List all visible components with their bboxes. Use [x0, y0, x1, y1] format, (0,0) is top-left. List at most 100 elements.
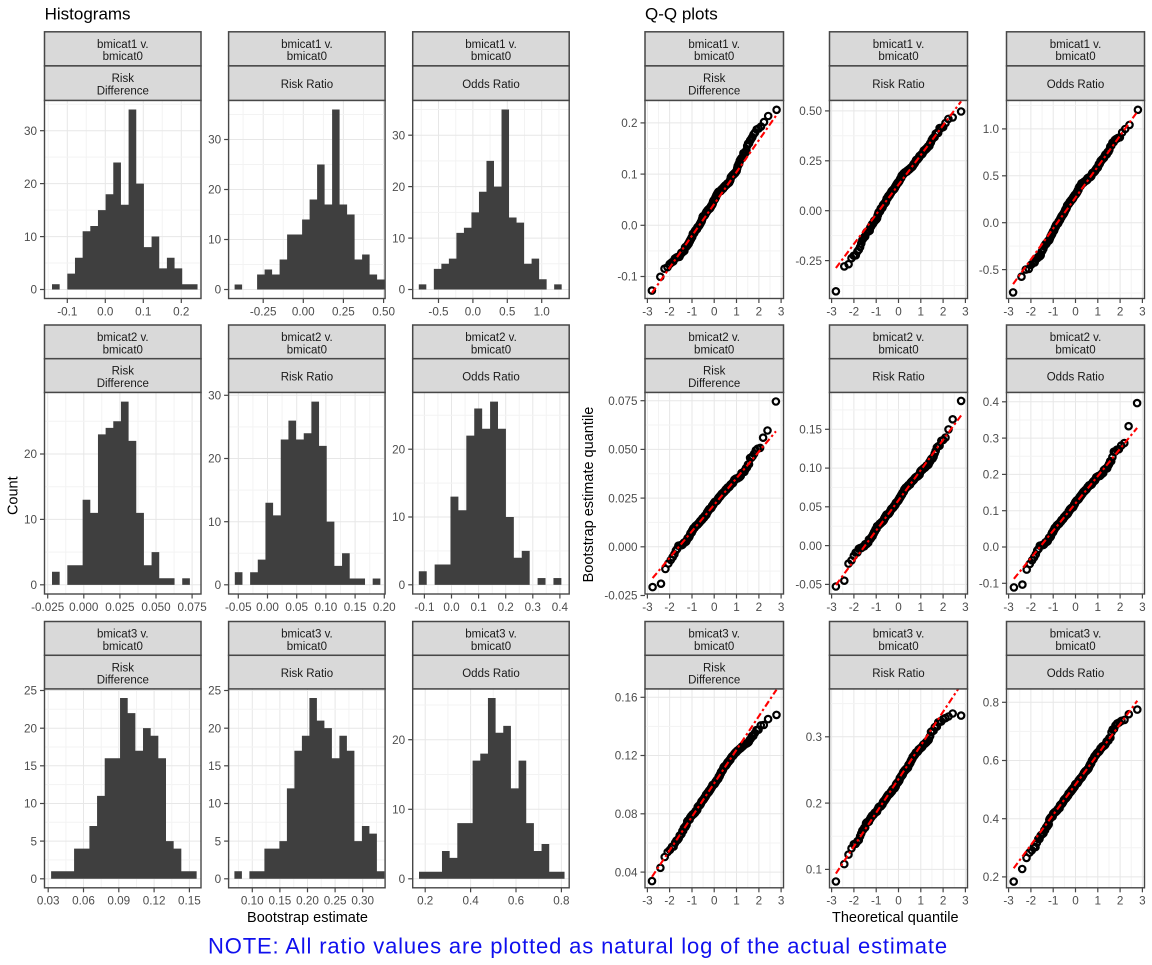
svg-text:-0.1: -0.1 — [979, 578, 999, 591]
svg-text:0.2: 0.2 — [983, 871, 999, 884]
svg-text:1: 1 — [918, 895, 925, 908]
svg-text:0.025: 0.025 — [105, 601, 135, 614]
svg-text:0.0: 0.0 — [443, 601, 460, 614]
svg-text:Risk Ratio: Risk Ratio — [872, 79, 924, 91]
svg-text:0.0: 0.0 — [983, 217, 1000, 230]
svg-text:0.050: 0.050 — [608, 444, 638, 457]
svg-text:bmicat0: bmicat0 — [471, 51, 511, 63]
svg-text:10: 10 — [208, 798, 222, 811]
svg-text:-1: -1 — [871, 305, 881, 318]
svg-text:0.15: 0.15 — [344, 601, 367, 614]
svg-text:10: 10 — [208, 234, 222, 247]
svg-text:-3: -3 — [1003, 305, 1013, 318]
svg-text:bmicat3 v.: bmicat3 v. — [1050, 629, 1102, 641]
svg-text:Odds Ratio: Odds Ratio — [1047, 668, 1105, 680]
svg-text:1: 1 — [918, 601, 925, 614]
svg-text:3: 3 — [1139, 601, 1146, 614]
svg-text:-2: -2 — [1026, 895, 1036, 908]
svg-text:0.1: 0.1 — [983, 505, 999, 518]
svg-text:30: 30 — [208, 390, 222, 403]
svg-text:1: 1 — [918, 305, 925, 318]
svg-text:2: 2 — [940, 601, 947, 614]
svg-text:0.5: 0.5 — [983, 170, 1000, 183]
svg-text:bmicat1 v.: bmicat1 v. — [97, 39, 149, 51]
svg-text:bmicat0: bmicat0 — [694, 51, 734, 63]
svg-text:0: 0 — [1072, 601, 1079, 614]
svg-text:bmicat3 v.: bmicat3 v. — [688, 629, 740, 641]
svg-text:0: 0 — [895, 895, 902, 908]
svg-text:2: 2 — [940, 305, 947, 318]
svg-text:0: 0 — [399, 284, 406, 297]
svg-text:20: 20 — [208, 453, 222, 466]
svg-text:bmicat2 v.: bmicat2 v. — [281, 332, 333, 344]
svg-text:bmicat0: bmicat0 — [1055, 344, 1095, 356]
svg-text:bmicat3 v.: bmicat3 v. — [873, 629, 925, 641]
svg-text:Difference: Difference — [688, 675, 740, 687]
svg-text:3: 3 — [962, 601, 969, 614]
svg-text:0.2: 0.2 — [621, 117, 637, 130]
svg-text:bmicat1 v.: bmicat1 v. — [688, 39, 740, 51]
svg-text:3: 3 — [962, 305, 969, 318]
svg-text:-3: -3 — [1003, 895, 1013, 908]
svg-text:Odds Ratio: Odds Ratio — [1047, 79, 1105, 91]
svg-text:-1: -1 — [687, 895, 697, 908]
svg-text:0.00: 0.00 — [256, 601, 279, 614]
svg-text:20: 20 — [24, 448, 38, 461]
svg-text:3: 3 — [962, 895, 969, 908]
svg-text:Risk: Risk — [112, 662, 135, 674]
svg-text:30: 30 — [208, 134, 222, 147]
svg-text:0.03: 0.03 — [37, 895, 60, 908]
svg-text:1: 1 — [1095, 601, 1102, 614]
svg-text:0.0: 0.0 — [465, 305, 482, 318]
svg-text:0: 0 — [895, 601, 902, 614]
svg-text:Risk Ratio: Risk Ratio — [281, 372, 333, 384]
svg-text:bmicat2 v.: bmicat2 v. — [465, 332, 517, 344]
svg-text:-1: -1 — [1048, 305, 1058, 318]
svg-text:Risk Ratio: Risk Ratio — [281, 79, 333, 91]
svg-text:0: 0 — [1072, 305, 1079, 318]
svg-text:0.10: 0.10 — [241, 895, 264, 908]
svg-text:-0.025: -0.025 — [604, 590, 638, 603]
svg-text:-0.05: -0.05 — [225, 601, 252, 614]
svg-text:-3: -3 — [826, 305, 836, 318]
svg-text:bmicat0: bmicat0 — [694, 641, 734, 653]
svg-text:0: 0 — [30, 284, 37, 297]
svg-text:bmicat0: bmicat0 — [287, 641, 327, 653]
svg-text:0.20: 0.20 — [373, 601, 396, 614]
svg-text:0.2: 0.2 — [173, 305, 189, 318]
svg-text:0.20: 0.20 — [296, 895, 319, 908]
svg-text:Risk Ratio: Risk Ratio — [872, 668, 924, 680]
svg-text:0.00: 0.00 — [799, 205, 822, 218]
svg-text:20: 20 — [392, 443, 406, 456]
svg-text:0.1: 0.1 — [621, 168, 637, 181]
svg-text:2: 2 — [940, 895, 947, 908]
svg-text:0.09: 0.09 — [107, 895, 130, 908]
svg-text:bmicat0: bmicat0 — [103, 344, 143, 356]
svg-text:0.5: 0.5 — [499, 305, 516, 318]
svg-text:0.025: 0.025 — [608, 492, 638, 505]
svg-text:-0.25: -0.25 — [250, 305, 277, 318]
svg-text:-3: -3 — [1003, 601, 1013, 614]
svg-text:bmicat2 v.: bmicat2 v. — [1050, 332, 1102, 344]
svg-text:20: 20 — [208, 722, 222, 735]
svg-text:bmicat3 v.: bmicat3 v. — [465, 629, 517, 641]
svg-text:0.25: 0.25 — [332, 305, 355, 318]
svg-text:bmicat0: bmicat0 — [878, 641, 918, 653]
svg-text:0.4: 0.4 — [983, 813, 1000, 826]
svg-text:bmicat1 v.: bmicat1 v. — [873, 39, 925, 51]
svg-text:bmicat2 v.: bmicat2 v. — [97, 332, 149, 344]
svg-text:0: 0 — [215, 579, 222, 592]
svg-text:Odds Ratio: Odds Ratio — [462, 79, 520, 91]
svg-text:10: 10 — [392, 232, 406, 245]
svg-text:bmicat0: bmicat0 — [287, 51, 327, 63]
svg-text:-0.025: -0.025 — [31, 601, 65, 614]
svg-text:bmicat1 v.: bmicat1 v. — [1050, 39, 1102, 51]
svg-text:2: 2 — [756, 895, 763, 908]
svg-text:-3: -3 — [642, 305, 652, 318]
svg-text:0.15: 0.15 — [178, 895, 201, 908]
svg-text:2: 2 — [1117, 305, 1124, 318]
svg-text:0.4: 0.4 — [983, 396, 1000, 409]
svg-text:0.075: 0.075 — [177, 601, 207, 614]
svg-text:0.2: 0.2 — [417, 895, 433, 908]
svg-text:0.04: 0.04 — [615, 866, 638, 879]
